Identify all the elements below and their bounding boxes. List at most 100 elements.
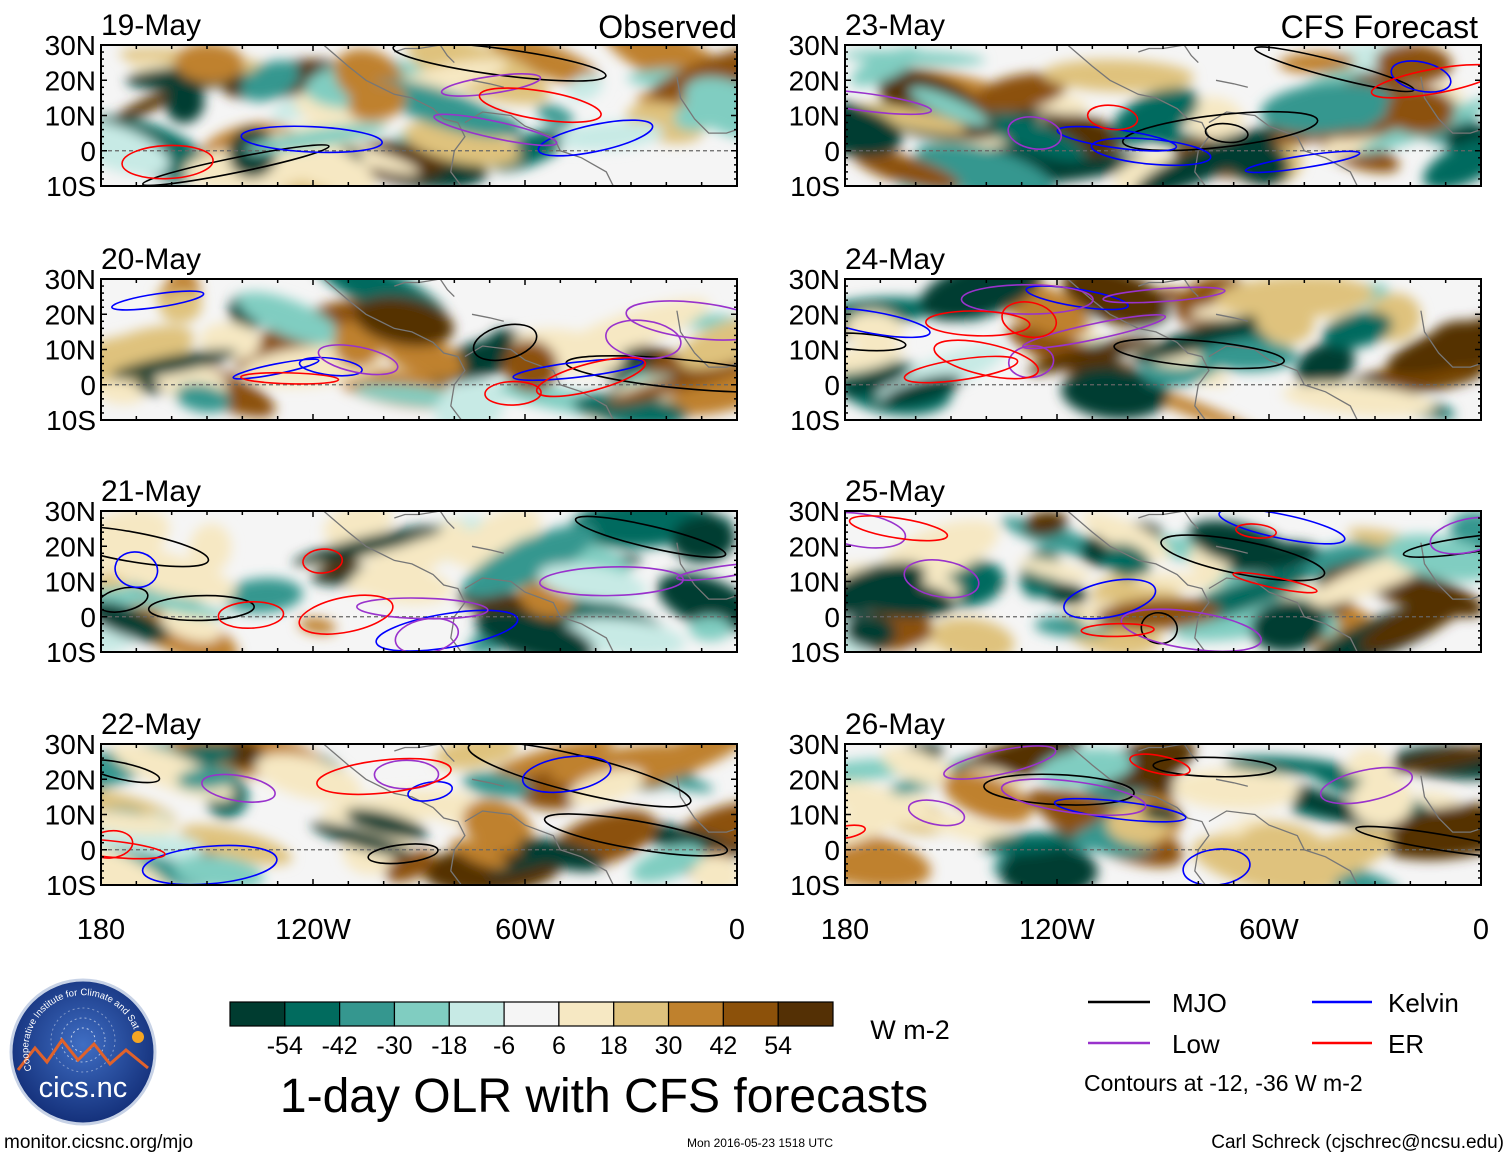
x-tick-label: 120W <box>1019 914 1095 946</box>
y-tick-label: 0 <box>80 602 96 633</box>
panel-date-label: 24-May <box>845 243 945 276</box>
olr-anomaly-field <box>101 45 737 186</box>
y-tick-label: 30N <box>45 729 96 760</box>
y-tick-label: 10N <box>45 335 96 366</box>
panel-ticks <box>100 510 738 653</box>
footer-website: monitor.cicsnc.org/mjo <box>4 1132 193 1153</box>
logo-text: cics.nc <box>39 1072 128 1104</box>
wave-contours <box>101 515 737 652</box>
olr-anomaly-field <box>845 279 1481 420</box>
y-tick-label: 10S <box>790 870 840 901</box>
figure-title: 1-day OLR with CFS forecasts <box>280 1070 928 1123</box>
footer-timestamp: Mon 2016-05-23 1518 UTC <box>687 1136 833 1150</box>
olr-anomaly-field <box>101 511 737 652</box>
y-tick-label: 0 <box>824 370 840 401</box>
x-tick-label: 60W <box>495 914 555 946</box>
colorbar-box <box>229 1001 286 1027</box>
y-tick-label: 10N <box>45 567 96 598</box>
wave-contours <box>845 283 1286 384</box>
y-tick-label: 10S <box>790 171 840 202</box>
wave-contours <box>845 511 1481 652</box>
colorbar-label: -54 <box>267 1032 303 1060</box>
panel-26-may: 30N 20N 10N 0 10S 26-May 180 120W 60W 0 <box>789 708 1489 946</box>
y-tick-label: 30N <box>789 496 840 527</box>
map-panels: 30N20N10N010S19-May30N20N10N010S20-May30… <box>45 9 1489 946</box>
y-tick-label: 30N <box>45 264 96 295</box>
x-tick-label: 0 <box>1473 914 1489 946</box>
footer-author: Carl Schreck (cjschrec@ncsu.edu) <box>1211 1132 1504 1153</box>
y-tick-label: 20N <box>789 65 840 96</box>
y-tick-label: 0 <box>80 835 96 866</box>
panel-22-may: 30N 20N 10N 0 10S 22-May 180 120W 60W 0 <box>45 708 745 946</box>
panel-ticks <box>100 278 738 421</box>
y-tick-label: 10S <box>46 870 96 901</box>
y-tick-label: 10S <box>46 405 96 436</box>
x-tick-label: 120W <box>275 914 351 946</box>
y-tick-label: 0 <box>824 602 840 633</box>
colorbar-box <box>393 1001 450 1027</box>
panel-19-may: 30N 20N 10N 0 10S 19-May <box>45 9 738 202</box>
olr-anomaly-field <box>101 744 737 885</box>
colorbar-box <box>777 1001 834 1027</box>
y-tick-label: 0 <box>824 835 840 866</box>
y-tick-label: 10S <box>790 405 840 436</box>
x-tick-label: 0 <box>729 914 745 946</box>
panel-ticks <box>844 44 1482 187</box>
coastlines <box>323 744 737 885</box>
legend-er-label: ER <box>1388 1029 1424 1059</box>
colorbar-box <box>284 1001 341 1027</box>
coastlines <box>323 279 737 420</box>
y-tick-label: 10S <box>46 171 96 202</box>
colorbar-box <box>503 1001 560 1027</box>
colorbar-label: -18 <box>431 1032 467 1060</box>
wave-contours <box>845 745 1481 885</box>
panel-ticks <box>844 743 1482 886</box>
colorbar-box <box>613 1001 670 1027</box>
y-tick-label: 20N <box>789 531 840 562</box>
panel-date-label: 22-May <box>101 708 201 741</box>
y-tick-label: 10N <box>789 800 840 831</box>
y-tick-label: 10N <box>45 800 96 831</box>
y-tick-label: 10N <box>789 335 840 366</box>
y-tick-label: 10N <box>45 101 96 132</box>
y-tick-label: 0 <box>824 136 840 167</box>
colorbar-label: -30 <box>376 1032 412 1060</box>
panel-date-label: 26-May <box>845 708 945 741</box>
wave-contours <box>845 46 1481 174</box>
legend-kelvin-label: Kelvin <box>1388 988 1459 1018</box>
panel-date-label: 21-May <box>101 475 201 508</box>
x-tick-label: 180 <box>77 914 125 946</box>
y-tick-label: 20N <box>789 299 840 330</box>
colorbar-label: 42 <box>709 1032 737 1060</box>
wave-contours <box>101 744 729 885</box>
y-tick-label: 0 <box>80 370 96 401</box>
panel-date-label: 20-May <box>101 243 201 276</box>
x-tick-label: 180 <box>821 914 869 946</box>
y-tick-label: 0 <box>80 136 96 167</box>
legend-note: Contours at -12, -36 W m-2 <box>1084 1070 1363 1096</box>
y-tick-label: 20N <box>45 65 96 96</box>
y-tick-label: 20N <box>45 299 96 330</box>
y-tick-label: 30N <box>45 496 96 527</box>
y-tick-label: 10N <box>789 101 840 132</box>
panel-20-may: 30N 20N 10N 0 10S 20-May <box>45 243 738 436</box>
colorbar-label: 6 <box>552 1032 566 1060</box>
coastlines <box>1067 279 1481 420</box>
olr-anomaly-field <box>845 45 1481 186</box>
panel-23-may: 30N 20N 10N 0 10S 23-May <box>789 9 1482 202</box>
colorbar-box <box>448 1001 505 1027</box>
colorbar-label: 18 <box>600 1032 628 1060</box>
panel-date-label: 25-May <box>845 475 945 508</box>
colorbar-box <box>667 1001 724 1027</box>
forecast-column-label: CFS Forecast <box>1281 9 1478 45</box>
panel-ticks <box>844 510 1482 653</box>
panel-24-may: 30N 20N 10N 0 10S 24-May <box>789 243 1482 436</box>
y-tick-label: 10N <box>789 567 840 598</box>
legend-low-label: Low <box>1172 1029 1220 1059</box>
y-tick-label: 30N <box>789 30 840 61</box>
colorbar-box <box>339 1001 396 1027</box>
colorbar-label: -6 <box>493 1032 515 1060</box>
observed-column-label: Observed <box>598 9 737 45</box>
y-tick-label: 30N <box>789 729 840 760</box>
